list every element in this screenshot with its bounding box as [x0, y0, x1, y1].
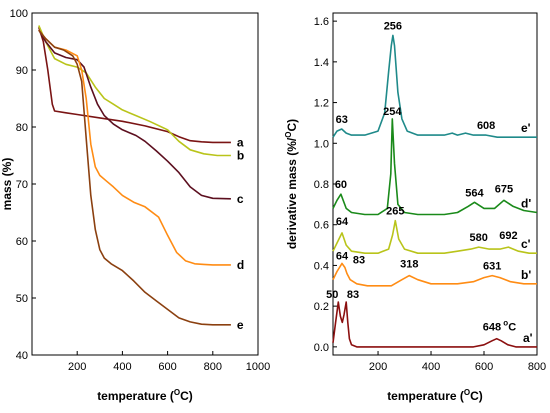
series-label-a: a	[237, 135, 244, 149]
left-x-axis-label: temperature (OC)	[97, 388, 193, 403]
series-label-ap: a'	[523, 331, 533, 345]
left-y-axis-label: mass (%)	[0, 158, 14, 211]
peak-label: 256	[384, 20, 402, 32]
peak-label: 83	[353, 255, 365, 267]
right-x-axis-label: temperature (OC)	[387, 388, 483, 403]
right-panel: 0.0 0.2 0.4 0.6 0.8 1.0 1.2 1.4 1.6 200 400 600 800…	[284, 12, 546, 403]
series-line-ap	[332, 301, 537, 348]
right-x-tick-label: 200	[369, 361, 387, 373]
peak-label: 63	[336, 114, 348, 126]
right-y-axis-label: derivative mass (%/OC)	[284, 119, 299, 249]
left-y-tick-label: 60	[16, 236, 28, 248]
left-y-tick-label: 50	[16, 293, 28, 305]
right-x-tick-label: 400	[422, 361, 440, 373]
peak-label: 254	[383, 106, 402, 118]
left-x-tick-label: 600	[158, 361, 176, 373]
left-x-tick-label: 1000	[246, 361, 270, 373]
series-line-cp	[332, 219, 537, 254]
right-y-tick-label: 1.6	[314, 16, 329, 28]
peak-label: 631	[483, 261, 501, 273]
series-line-ep	[332, 34, 537, 138]
right-x-tick-label: 800	[528, 361, 546, 373]
left-x-tick-label: 200	[68, 361, 86, 373]
peak-label: 608	[477, 120, 495, 132]
peak-label: 318	[400, 259, 418, 271]
series-label-b: b	[237, 149, 244, 163]
right-y-tick-label: 0.8	[314, 179, 329, 191]
series-line-e	[38, 29, 231, 326]
series-label-d: d	[237, 258, 244, 272]
peak-label: 580	[470, 232, 488, 244]
peak-label: 648 oC	[483, 319, 516, 334]
peak-label: 50	[326, 289, 338, 301]
series-label-bp: b'	[521, 268, 531, 282]
peak-label: 675	[495, 183, 513, 195]
left-y-tick-label: 70	[16, 179, 28, 191]
left-y-tick-label: 90	[16, 65, 28, 77]
series-label-ep: e'	[521, 121, 531, 135]
peak-label: 564	[465, 187, 484, 199]
peak-label: 692	[499, 230, 517, 242]
right-y-tick-label: 0.0	[314, 342, 329, 354]
peak-label: 64	[336, 250, 349, 262]
right-y-tick-label: 0.6	[314, 220, 329, 232]
left-x-tick-label: 800	[204, 361, 222, 373]
right-y-tick-label: 0.4	[314, 260, 329, 272]
peak-label: 265	[386, 206, 404, 218]
series-label-e: e	[237, 318, 244, 332]
series-line-a	[38, 27, 231, 144]
right-y-tick-label: 0.2	[314, 301, 329, 313]
series-line-c	[38, 29, 231, 200]
right-y-tick-label: 1.0	[314, 138, 329, 150]
right-y-tick-label: 1.2	[314, 98, 329, 110]
peak-label: 83	[347, 289, 359, 301]
series-label-dp: d'	[521, 197, 531, 211]
series-line-bp	[332, 262, 537, 287]
left-y-tick-label: 100	[10, 8, 28, 20]
right-y-tick-label: 1.4	[314, 57, 329, 69]
series-line-b	[38, 25, 231, 157]
left-y-tick-label: 80	[16, 122, 28, 134]
left-panel: 40 50 60 70 80 90 100 200 400 600 800 1000 ab c d e t…	[0, 8, 270, 403]
left-y-tick-label: 40	[16, 350, 28, 362]
series-label-cp: c'	[521, 237, 531, 251]
peak-label: 60	[335, 179, 347, 191]
series-line-dp	[332, 118, 538, 216]
right-x-tick-label: 600	[475, 361, 493, 373]
left-x-tick-label: 400	[113, 361, 131, 373]
series-label-c: c	[237, 192, 244, 206]
peak-label: 64	[336, 216, 349, 228]
series-line-d	[38, 29, 231, 266]
